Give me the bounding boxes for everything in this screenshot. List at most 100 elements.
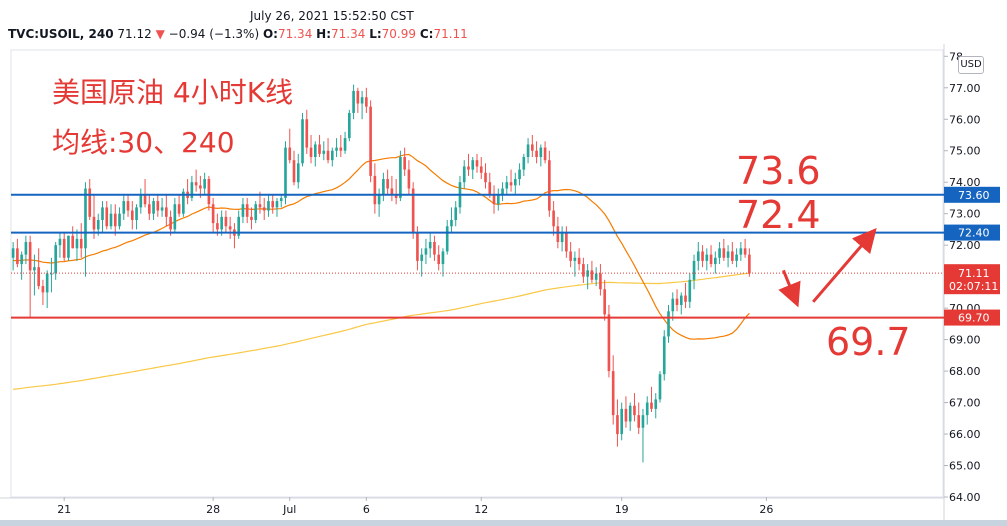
timestamp: July 26, 2021 15:52:50 CST	[250, 9, 414, 23]
candle-body	[616, 415, 619, 435]
y-tick-label: 64.00	[949, 491, 981, 504]
candle-body	[254, 204, 258, 220]
open-value: 71.34	[277, 27, 313, 41]
symbol-name[interactable]: TVC:USOIL, 240	[8, 27, 114, 41]
level-price-label: 73.60	[958, 189, 990, 202]
symbol-legend: TVC:USOIL, 240 71.12 ▼ −0.94 (−1.3%) O:7…	[8, 27, 468, 41]
candle-body	[105, 207, 109, 227]
candle-body	[67, 235, 70, 258]
level-price-tag	[944, 309, 1000, 326]
candle-body	[679, 295, 683, 305]
candle-body	[675, 298, 679, 305]
candle-body	[88, 188, 92, 217]
candle-body	[709, 254, 713, 265]
currency-badge[interactable]: USD	[958, 56, 984, 74]
candle-body	[41, 286, 45, 293]
candle-body	[671, 298, 675, 312]
candle-body	[743, 248, 747, 255]
candle-body	[271, 201, 275, 208]
candle-body	[373, 175, 377, 205]
y-tick-label: 69.00	[949, 334, 981, 347]
candle-body	[348, 112, 351, 139]
candle-body	[165, 207, 168, 217]
candle-body	[318, 144, 321, 154]
candle-body	[454, 207, 458, 220]
low-label: L:	[369, 27, 382, 41]
candle-body	[590, 270, 594, 280]
candle-body	[216, 223, 219, 230]
x-tick-label: 26	[759, 503, 773, 516]
bottom-border	[0, 520, 1007, 526]
candle-body	[705, 254, 709, 261]
candle-body	[24, 242, 28, 255]
candle-body	[611, 371, 615, 416]
candle-body	[518, 169, 521, 180]
low-value: 70.99	[381, 27, 416, 41]
candle-body	[169, 216, 172, 230]
candle-body	[71, 235, 75, 249]
candle-body	[484, 172, 487, 183]
candle-body	[377, 194, 381, 205]
ma240-line	[13, 272, 750, 390]
candle-body	[505, 182, 509, 189]
candle-body	[437, 254, 441, 265]
y-tick-label: 66.00	[949, 428, 981, 441]
candle-body	[118, 213, 121, 227]
candle-body	[386, 179, 389, 189]
price-change: −0.94 (−1.3%)	[168, 27, 260, 41]
candle-body	[352, 90, 355, 113]
candle-body	[620, 408, 624, 435]
high-label: H:	[316, 27, 331, 41]
candle-body	[101, 207, 104, 220]
x-tick-label: Jul	[282, 503, 296, 516]
candle-body	[11, 248, 15, 258]
candle-body	[147, 204, 151, 214]
candle-body	[275, 201, 279, 208]
candle-body	[369, 106, 372, 176]
candle-body	[96, 219, 100, 230]
close-label: C:	[419, 27, 434, 41]
level-price-tag	[944, 186, 1000, 203]
candle-body	[548, 160, 551, 211]
candle-body	[20, 254, 23, 265]
candle-body	[441, 251, 445, 265]
candle-body	[582, 264, 585, 277]
candle-body	[462, 166, 466, 183]
candle-body	[735, 254, 738, 261]
candle-body	[424, 248, 428, 255]
y-tick-label: 65.00	[949, 460, 981, 473]
candle-body	[650, 402, 653, 409]
candle-body	[394, 194, 398, 198]
candle-body	[203, 179, 206, 189]
candle-body	[573, 257, 577, 261]
candle-body	[411, 188, 415, 233]
candle-body	[122, 201, 126, 214]
candle-body	[58, 238, 62, 246]
candle-body	[696, 251, 700, 261]
candle-body	[16, 248, 19, 265]
annotation-level-high: 73.6	[736, 149, 821, 193]
candle-body	[360, 97, 364, 104]
candle-body	[607, 314, 611, 372]
candle-body	[262, 207, 266, 211]
candle-body	[92, 216, 96, 230]
candle-body	[343, 138, 347, 151]
candle-body	[420, 254, 423, 261]
candle-body	[326, 150, 330, 161]
candle-body	[130, 210, 134, 220]
candle-body	[267, 201, 270, 211]
candle-body	[109, 213, 113, 227]
candle-body	[471, 160, 475, 170]
candle-body	[599, 273, 602, 290]
candle-body	[279, 197, 283, 202]
candle-body	[501, 188, 504, 195]
candle-body	[190, 182, 194, 198]
candle-body	[339, 147, 343, 151]
candle-body	[522, 157, 526, 170]
candle-body	[667, 311, 670, 337]
current-price-tag	[944, 264, 1000, 295]
candle-body	[313, 144, 317, 158]
candle-body	[539, 147, 543, 158]
candle-body	[565, 232, 568, 252]
